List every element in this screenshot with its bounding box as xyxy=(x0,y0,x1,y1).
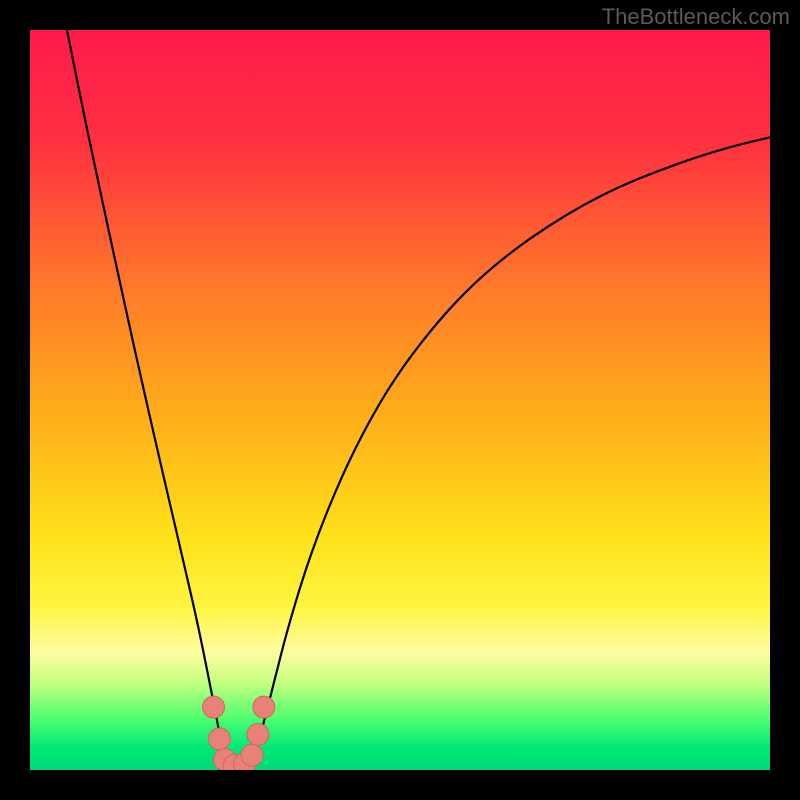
chart-container: TheBottleneck.com xyxy=(0,0,800,800)
marker-dot xyxy=(253,696,275,718)
plot-area xyxy=(30,30,770,770)
marker-dot xyxy=(203,696,225,718)
marker-dot xyxy=(208,728,230,750)
curve-layer xyxy=(30,30,770,770)
marker-dot xyxy=(241,744,263,766)
bottleneck-curve xyxy=(67,30,770,767)
watermark-text: TheBottleneck.com xyxy=(602,4,790,30)
marker-dot xyxy=(247,723,269,745)
